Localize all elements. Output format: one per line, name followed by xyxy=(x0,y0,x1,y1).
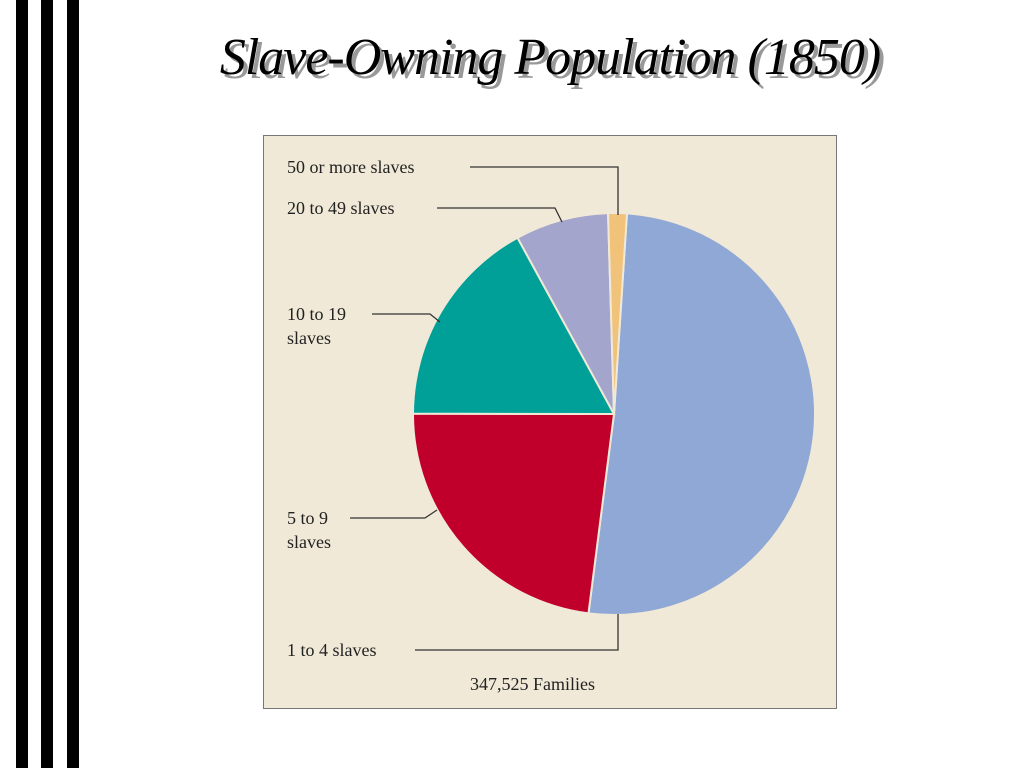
decor-bar xyxy=(41,0,53,768)
total-label: 347,525 Families xyxy=(470,674,595,694)
pie-slice xyxy=(587,212,816,616)
leader-line xyxy=(470,166,619,215)
decor-bar xyxy=(67,0,79,768)
pie-slice xyxy=(411,236,616,416)
pie-slice xyxy=(411,412,616,615)
slice-label: 20 to 49 slaves xyxy=(287,198,395,218)
slice-label: 5 to 9 slaves xyxy=(287,508,331,552)
leader-line xyxy=(350,509,438,519)
leader-line xyxy=(415,614,619,651)
decor-bar xyxy=(16,0,28,768)
leader-line xyxy=(437,207,563,223)
chart-title: Slave-Owning Population (1850) xyxy=(219,29,881,86)
slice-label: 10 to 19 slaves xyxy=(287,304,347,348)
leader-line xyxy=(372,313,441,323)
slice-label: 50 or more slaves xyxy=(287,157,415,177)
slice-label: 1 to 4 slaves xyxy=(287,640,377,660)
